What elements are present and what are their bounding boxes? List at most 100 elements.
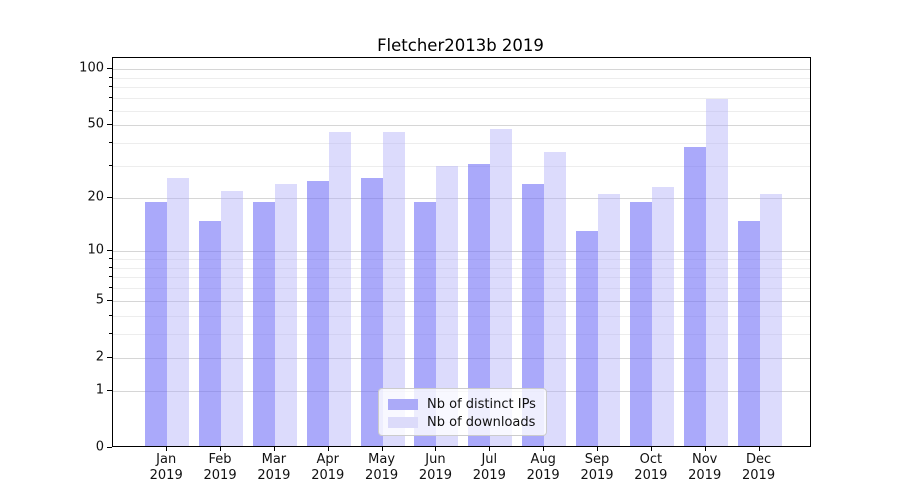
- bar-distinct-ips-apr: [306, 180, 329, 446]
- y-tick-label: 100: [79, 60, 104, 76]
- x-tick: [758, 446, 760, 451]
- y-tick-label: 20: [87, 189, 104, 205]
- bar-distinct-ips-dec: [737, 220, 760, 446]
- bar-distinct-ips-jul: [468, 163, 491, 446]
- legend-swatch-distinct-ips: [388, 398, 418, 410]
- y-minor-tick: [109, 287, 112, 289]
- y-tick: [107, 68, 112, 70]
- x-tick: [327, 446, 329, 451]
- minor-gridline: [113, 334, 810, 336]
- x-tick: [543, 446, 545, 451]
- y-minor-tick: [109, 142, 112, 144]
- minor-gridline: [113, 259, 810, 261]
- y-tick-label: 50: [87, 116, 104, 132]
- y-tick-label: 5: [95, 292, 104, 308]
- y-minor-tick: [109, 86, 112, 88]
- y-minor-tick: [109, 97, 112, 99]
- bar-distinct-ips-jun: [414, 202, 437, 446]
- x-tick: [166, 446, 168, 451]
- bar-downloads-oct: [651, 187, 674, 446]
- bar-distinct-ips-mar: [252, 202, 275, 446]
- x-tick-label: Mar 2019: [257, 452, 291, 483]
- plot-area: [112, 57, 811, 447]
- y-tick-label: 10: [87, 242, 104, 258]
- minor-gridline: [113, 288, 810, 290]
- y-tick: [107, 124, 112, 126]
- x-tick: [650, 446, 652, 451]
- y-tick: [107, 447, 112, 448]
- bar-downloads-may: [382, 132, 405, 446]
- chart-title: Fletcher2013b 2019: [377, 36, 544, 55]
- x-tick-label: Aug 2019: [526, 452, 560, 483]
- minor-gridline: [113, 87, 810, 89]
- minor-gridline: [113, 110, 810, 112]
- bar-distinct-ips-sep: [576, 231, 598, 446]
- minor-gridline: [113, 315, 810, 317]
- y-tick-label: 1: [95, 382, 104, 398]
- x-tick: [435, 446, 437, 451]
- x-tick-label: May 2019: [365, 452, 399, 483]
- legend-swatch-downloads: [388, 416, 418, 428]
- y-minor-tick: [109, 333, 112, 335]
- x-tick-label: Oct 2019: [634, 452, 668, 483]
- minor-gridline: [113, 77, 810, 79]
- legend-label-downloads: Nb of downloads: [427, 414, 536, 430]
- legend-label-distinct-ips: Nb of distinct IPs: [427, 396, 536, 412]
- x-tick-label: Jun 2019: [418, 452, 452, 483]
- bar-distinct-ips-may: [360, 177, 383, 446]
- bar-downloads-nov: [705, 99, 728, 446]
- y-minor-tick: [109, 109, 112, 111]
- y-tick: [107, 300, 112, 301]
- legend-item-distinct-ips: Nb of distinct IPs: [388, 395, 537, 413]
- x-tick-label: Nov 2019: [688, 452, 722, 483]
- y-minor-tick: [109, 76, 112, 78]
- bar-downloads-apr: [328, 132, 351, 446]
- bar-downloads-mar: [274, 183, 297, 446]
- major-gridline: [113, 357, 810, 359]
- major-gridline: [113, 69, 810, 71]
- y-minor-tick: [109, 165, 112, 167]
- legend: Nb of distinct IPs Nb of downloads: [378, 388, 547, 436]
- bar-distinct-ips-oct: [629, 202, 652, 446]
- bar-distinct-ips-feb: [199, 220, 222, 446]
- bar-downloads-jan: [167, 177, 190, 446]
- bar-downloads-sep: [598, 194, 620, 446]
- major-gridline: [113, 251, 810, 253]
- major-gridline: [113, 198, 810, 200]
- x-tick-label: Jan 2019: [149, 452, 183, 483]
- x-tick-label: Jul 2019: [472, 452, 506, 483]
- x-tick: [220, 446, 222, 451]
- x-tick: [381, 446, 383, 451]
- x-tick-label: Sep 2019: [580, 452, 614, 483]
- y-tick: [107, 197, 112, 199]
- x-tick-label: Apr 2019: [311, 452, 345, 483]
- x-tick-label: Feb 2019: [203, 452, 237, 483]
- y-tick: [107, 356, 112, 358]
- x-tick: [273, 446, 275, 451]
- bar-downloads-jul: [490, 128, 513, 446]
- x-tick-label: Dec 2019: [742, 452, 776, 483]
- minor-gridline: [113, 267, 810, 269]
- y-minor-tick: [109, 258, 112, 260]
- minor-gridline: [113, 143, 810, 145]
- bar-downloads-feb: [221, 190, 244, 446]
- y-minor-tick: [109, 314, 112, 316]
- bar-downloads-dec: [759, 194, 782, 446]
- y-tick: [107, 250, 112, 252]
- y-minor-tick: [109, 266, 112, 268]
- y-tick-label: 0: [95, 439, 104, 455]
- y-minor-tick: [109, 276, 112, 278]
- bar-distinct-ips-jan: [145, 202, 168, 446]
- major-gridline: [113, 301, 810, 302]
- y-tick: [107, 390, 112, 392]
- minor-gridline: [113, 166, 810, 168]
- y-tick-label: 2: [95, 349, 104, 365]
- x-tick: [597, 446, 598, 451]
- x-tick: [489, 446, 491, 451]
- bar-distinct-ips-nov: [683, 147, 706, 446]
- bar-downloads-aug: [544, 151, 567, 446]
- minor-gridline: [113, 98, 810, 100]
- x-tick: [704, 446, 706, 451]
- major-gridline: [113, 125, 810, 127]
